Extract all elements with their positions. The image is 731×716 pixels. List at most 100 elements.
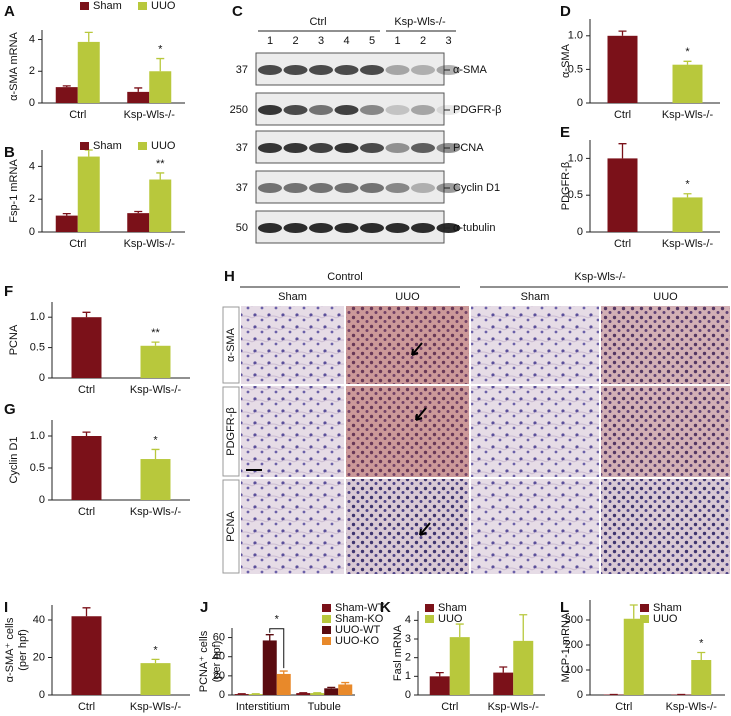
legend-label: UUO <box>438 613 463 625</box>
bar <box>672 197 703 232</box>
row-label-box <box>222 386 240 477</box>
legend-label: UUO <box>151 0 176 12</box>
blot-band <box>411 183 435 193</box>
error-bar <box>84 31 93 42</box>
error-bar <box>697 651 706 660</box>
error-bar <box>265 634 274 641</box>
blot-band <box>334 223 359 233</box>
bar <box>55 87 78 103</box>
x-tick-label: Interstitium <box>236 701 290 713</box>
panel-letter: D <box>560 3 571 20</box>
y-tick-label: 40 <box>213 651 225 663</box>
bar <box>310 693 325 695</box>
y-axis-label: Fsp-1 mRNA <box>8 159 20 223</box>
panel-letter: C <box>232 3 243 20</box>
legend-swatch <box>138 2 147 10</box>
bar <box>140 459 171 500</box>
y-axis-label: α-SMA mRNA <box>8 31 20 100</box>
x-tick-label: Ctrl <box>69 238 86 250</box>
y-tick-label: 0 <box>577 97 583 109</box>
row-label: PDGFR-β <box>225 407 237 456</box>
legend-swatch <box>322 604 331 612</box>
legend-label: Sham <box>93 140 122 152</box>
lane-number: 5 <box>369 35 375 47</box>
column-label: Sham <box>278 291 307 303</box>
blot-band <box>411 65 435 75</box>
bar <box>607 158 638 232</box>
blot-band <box>283 223 308 233</box>
y-tick-label: 0 <box>39 494 45 506</box>
y-tick-label: 2 <box>29 193 35 205</box>
legend-label: UUO-WT <box>335 624 380 636</box>
blot-band <box>360 223 384 233</box>
panel-letter: B <box>4 144 15 161</box>
y-tick-label: 0.5 <box>568 189 583 201</box>
y-tick-label: 0 <box>29 97 35 109</box>
y-tick-label: 40 <box>33 614 45 626</box>
bar <box>55 215 78 232</box>
bar <box>149 179 172 232</box>
significance-mark: * <box>699 637 704 649</box>
x-tick-label: Tubule <box>308 701 341 713</box>
bar <box>248 694 263 695</box>
group-label: Ctrl <box>309 16 326 28</box>
error-bar <box>499 666 508 673</box>
legend-swatch <box>80 142 89 150</box>
y-tick-label: 1.0 <box>30 430 45 442</box>
protein-label: α-SMA <box>453 64 488 76</box>
blot-band <box>334 105 359 115</box>
stain-overlay <box>601 386 730 477</box>
bar <box>429 676 450 695</box>
y-tick-label: 4 <box>405 614 411 626</box>
x-tick-label: Ksp-Wls-/- <box>662 109 714 121</box>
bar <box>71 616 102 695</box>
y-tick-label: 20 <box>33 651 45 663</box>
panel-letter: G <box>4 401 16 418</box>
legend-swatch <box>80 2 89 10</box>
group-label: Control <box>327 271 362 283</box>
y-tick-label: 0 <box>405 689 411 701</box>
error-bar <box>62 85 71 88</box>
micrograph <box>471 479 599 574</box>
legend-swatch <box>138 142 147 150</box>
mw-marker: 37 <box>236 182 248 194</box>
x-tick-label: Ctrl <box>615 701 632 713</box>
bar <box>77 41 100 103</box>
x-tick-label: Ksp-Wls-/- <box>488 701 540 713</box>
y-tick-label: 200 <box>565 639 583 651</box>
significance-mark: ** <box>156 158 165 170</box>
blot-band <box>360 65 384 75</box>
significance-mark: * <box>153 434 158 446</box>
y-axis-label: Cyclin D1 <box>8 436 20 483</box>
arrow <box>419 522 431 536</box>
y-tick-label: 300 <box>565 614 583 626</box>
micrograph <box>346 306 469 384</box>
y-axis-label: MCP-1 mRNA <box>560 612 572 682</box>
blot-band <box>411 143 435 153</box>
blot-band <box>283 105 308 115</box>
legend-swatch <box>322 637 331 645</box>
panel-letter: H <box>224 268 235 285</box>
bar <box>338 684 353 695</box>
x-tick-label: Ksp-Wls-/- <box>662 238 714 250</box>
legend-swatch <box>322 626 331 634</box>
bar <box>607 35 638 103</box>
bar <box>234 694 249 695</box>
panel-letter: E <box>560 124 570 141</box>
y-axis-label: α-SMA⁺ cells <box>4 617 16 682</box>
legend-swatch <box>425 604 434 612</box>
y-axis-label: PDGFR-β <box>560 162 572 211</box>
protein-label: PDGFR-β <box>453 104 502 116</box>
y-tick-label: 0.5 <box>30 342 45 354</box>
error-bar <box>134 87 143 92</box>
error-bar <box>151 448 160 460</box>
x-tick-label: Ksp-Wls-/- <box>130 701 182 713</box>
blot-band <box>283 143 308 153</box>
x-tick-label: Ksp-Wls-/- <box>124 238 176 250</box>
y-axis-label: PCNA⁺ cells <box>198 630 210 692</box>
protein-label: PCNA <box>453 142 484 154</box>
error-bar <box>82 311 91 318</box>
error-bar <box>82 431 91 436</box>
y-tick-label: 1.0 <box>30 311 45 323</box>
